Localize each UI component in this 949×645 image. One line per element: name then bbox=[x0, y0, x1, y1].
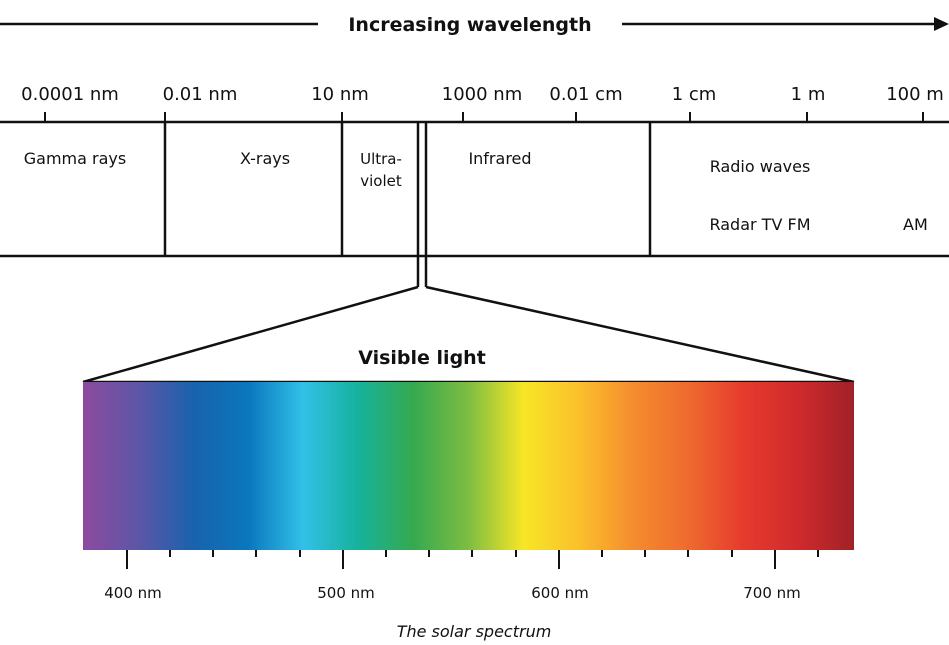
zoom-line-left bbox=[82, 285, 419, 384]
scale-label: 0.01 nm bbox=[163, 84, 238, 105]
band-radar-tv-fm: Radar TV FM bbox=[709, 215, 810, 234]
band-am: AM bbox=[903, 215, 928, 234]
visible-label-400: 400 nm bbox=[104, 584, 162, 602]
band-infrared: Infrared bbox=[468, 149, 531, 168]
scale-ticks bbox=[44, 112, 924, 122]
scale-label: 1 m bbox=[791, 84, 826, 105]
band-ultraviolet-line2: violet bbox=[360, 172, 402, 190]
scale-label: 1 cm bbox=[672, 84, 717, 105]
visible-label-500: 500 nm bbox=[317, 584, 375, 602]
visible-spectrum-gradient bbox=[83, 382, 854, 550]
arrow-head-icon bbox=[934, 17, 949, 31]
scale-label: 10 nm bbox=[311, 84, 369, 105]
visible-minor-ticks bbox=[169, 550, 819, 557]
zoom-line-right bbox=[425, 285, 855, 384]
scale-label: 100 m bbox=[886, 84, 944, 105]
visible-light-title: Visible light bbox=[358, 347, 486, 369]
wavelength-scale: 0.0001 nm 0.01 nm 10 nm 1000 nm 0.01 cm … bbox=[21, 84, 944, 105]
visible-major-ticks bbox=[126, 550, 776, 569]
figure-caption: The solar spectrum bbox=[397, 622, 552, 641]
band-gamma-rays: Gamma rays bbox=[24, 149, 126, 168]
visible-label-600: 600 nm bbox=[531, 584, 589, 602]
scale-label: 1000 nm bbox=[442, 84, 522, 105]
scale-label: 0.0001 nm bbox=[21, 84, 119, 105]
band-ultraviolet-line1: Ultra- bbox=[360, 150, 402, 168]
diagram-title: Increasing wavelength bbox=[348, 14, 591, 36]
band-x-rays: X-rays bbox=[240, 149, 290, 168]
band-radio-waves: Radio waves bbox=[710, 157, 811, 176]
scale-label: 0.01 cm bbox=[549, 84, 622, 105]
visible-light-strip bbox=[416, 122, 428, 287]
band-dividers bbox=[163, 122, 652, 256]
wavelength-arrow bbox=[0, 17, 949, 31]
visible-label-700: 700 nm bbox=[743, 584, 801, 602]
